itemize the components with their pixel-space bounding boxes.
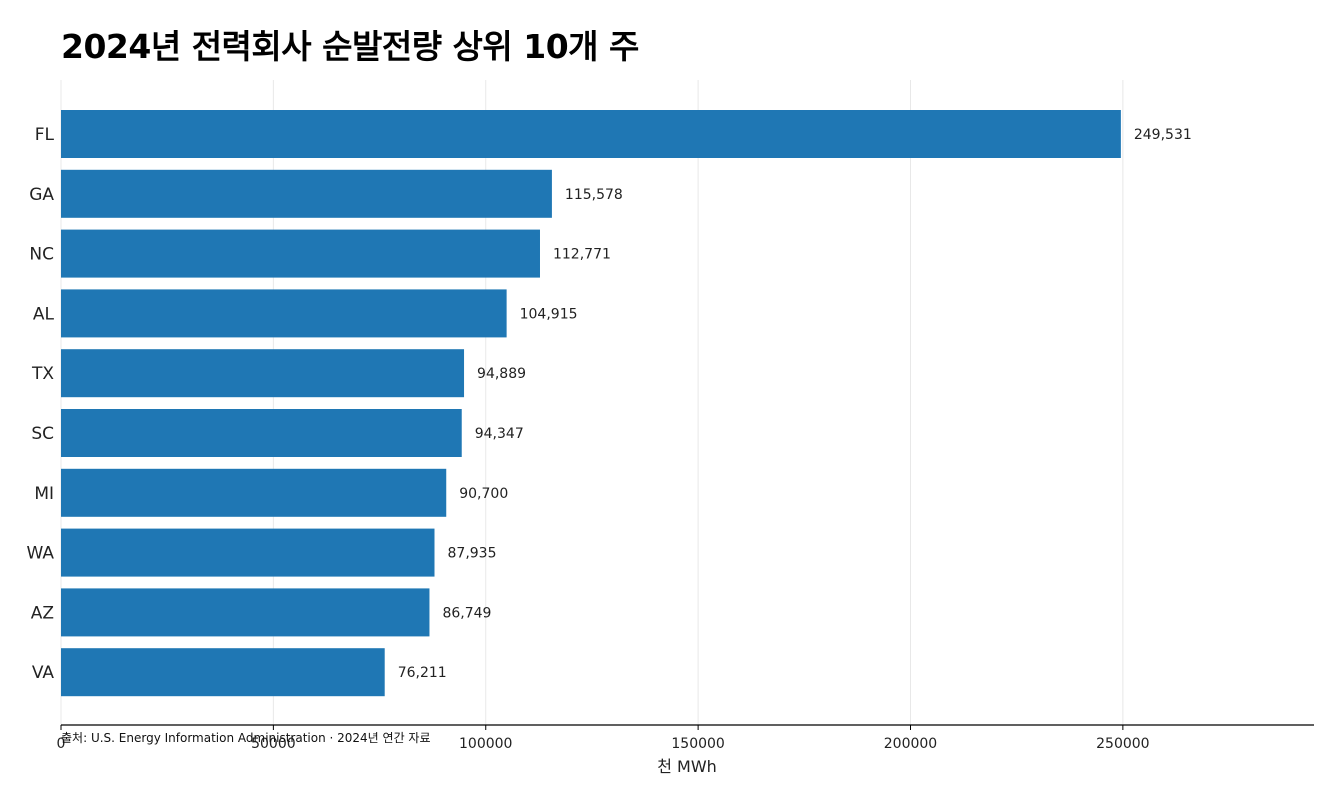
x-tick-label: 0	[57, 736, 66, 752]
bar	[61, 110, 1121, 158]
bar	[61, 349, 465, 398]
value-label: 94,889	[477, 366, 526, 382]
value-label: 115,578	[565, 187, 623, 203]
category-label: WA	[26, 544, 54, 564]
x-axis: 0 50000 100000 150000 200000 250000	[57, 724, 1314, 752]
source-note: 출처: U.S. Energy Information Administrati…	[61, 731, 431, 745]
chart-title: 2024년 전력회사 순발전량 상위 10개 주	[61, 27, 639, 66]
x-tick-label: 200000	[884, 736, 937, 752]
x-tick-label: 50000	[251, 736, 296, 752]
bars: FL 249,531 GA 115,578 NC 112,771 AL 104,915 TX 94…	[26, 110, 1192, 697]
bar	[61, 289, 507, 338]
value-label: 86,749	[442, 605, 491, 621]
x-tick-label: 100000	[459, 736, 512, 752]
bar	[61, 648, 385, 697]
value-label: 94,347	[475, 426, 524, 442]
category-label: MI	[34, 484, 54, 504]
bar	[61, 409, 462, 457]
category-label: AZ	[31, 603, 54, 623]
category-label: SC	[31, 424, 54, 444]
bar	[61, 528, 435, 577]
value-label: 87,935	[448, 546, 497, 562]
x-tick-label: 250000	[1096, 736, 1149, 752]
category-label: TX	[31, 364, 54, 384]
bar	[61, 588, 430, 637]
value-label: 104,915	[520, 306, 578, 322]
x-axis-title: 천 MWh	[657, 757, 717, 776]
category-label: NC	[29, 245, 54, 265]
value-label: 112,771	[553, 247, 611, 263]
category-label: AL	[33, 304, 55, 324]
category-label: VA	[32, 663, 55, 683]
bar	[61, 169, 552, 218]
value-label: 249,531	[1134, 127, 1192, 143]
category-label: GA	[29, 185, 54, 205]
bar	[61, 229, 540, 278]
x-tick-label: 150000	[671, 736, 724, 752]
value-label: 76,211	[398, 665, 447, 681]
category-label: FL	[35, 125, 55, 145]
bar	[61, 468, 447, 517]
value-label: 90,700	[459, 486, 508, 502]
